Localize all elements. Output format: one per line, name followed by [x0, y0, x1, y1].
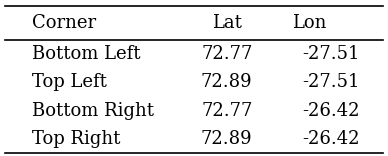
- Text: Bottom Right: Bottom Right: [32, 102, 154, 119]
- Text: 72.77: 72.77: [201, 45, 253, 63]
- Text: 72.89: 72.89: [201, 73, 253, 91]
- Text: -27.51: -27.51: [302, 45, 360, 63]
- Text: Lon: Lon: [293, 14, 327, 32]
- Text: -26.42: -26.42: [302, 102, 360, 119]
- Text: Lat: Lat: [212, 14, 242, 32]
- Text: -26.42: -26.42: [302, 130, 360, 148]
- Text: 72.77: 72.77: [201, 102, 253, 119]
- Text: Bottom Left: Bottom Left: [32, 45, 141, 63]
- Text: Corner: Corner: [32, 14, 96, 32]
- Text: Top Left: Top Left: [32, 73, 107, 91]
- Text: 72.89: 72.89: [201, 130, 253, 148]
- Text: -27.51: -27.51: [302, 73, 360, 91]
- Text: Top Right: Top Right: [32, 130, 121, 148]
